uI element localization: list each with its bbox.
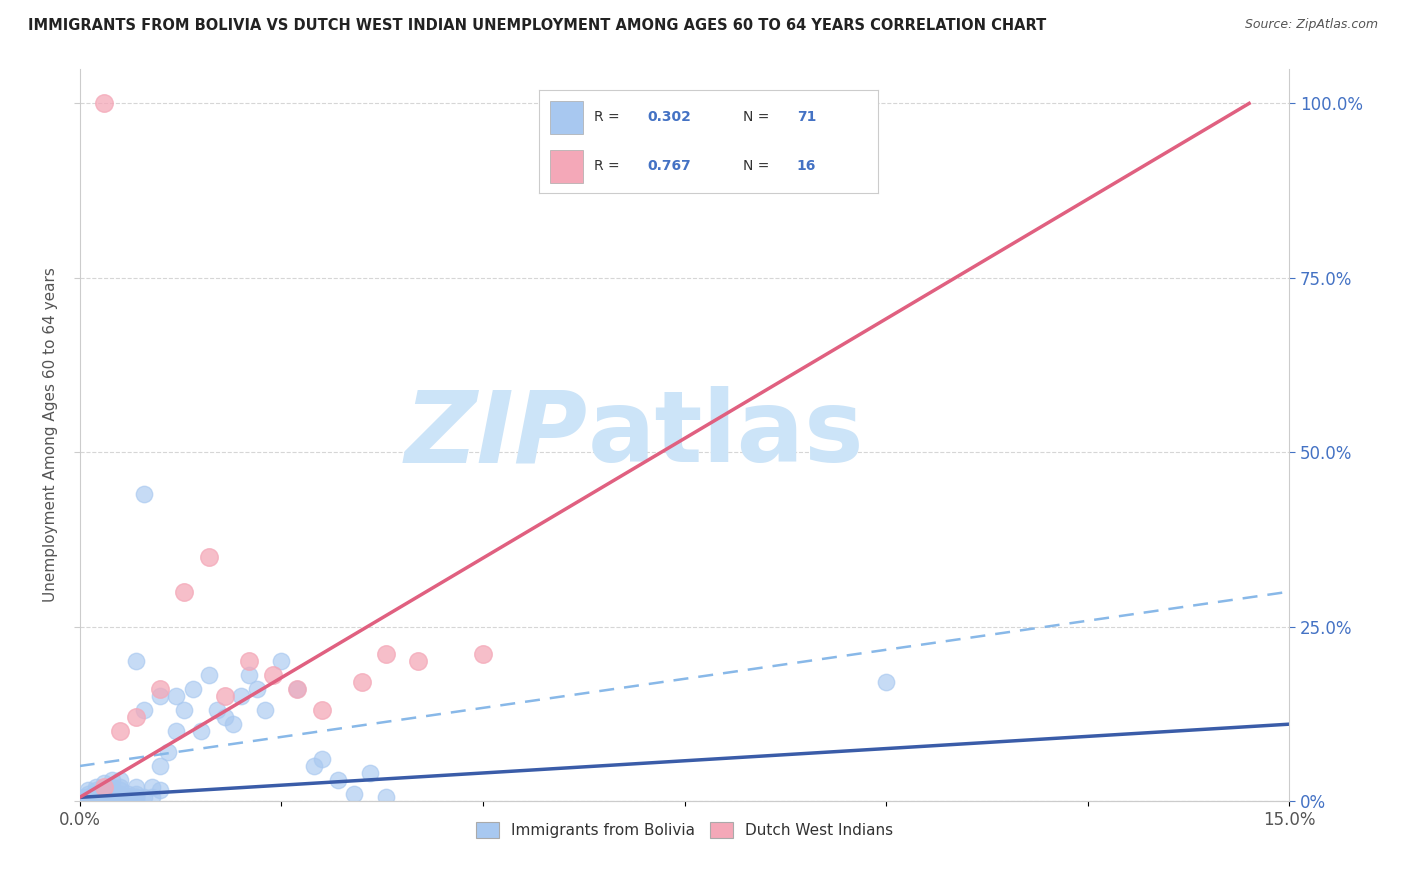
Point [134,703,156,717]
Point [108,780,131,794]
Point [197,549,219,564]
Point [125,787,148,801]
Point [101,772,124,787]
Point [173,584,195,599]
Point [76,783,98,797]
Point [117,790,139,805]
Legend: Immigrants from Bolivia, Dutch West Indians: Immigrants from Bolivia, Dutch West Indi… [470,816,900,845]
Point [108,787,131,801]
Text: ZIP: ZIP [405,386,588,483]
Point [93,780,115,794]
Text: IMMIGRANTS FROM BOLIVIA VS DUTCH WEST INDIAN UNEMPLOYMENT AMONG AGES 60 TO 64 YE: IMMIGRANTS FROM BOLIVIA VS DUTCH WEST IN… [28,18,1046,33]
Point [238,668,260,682]
Point [238,654,260,668]
Point [125,790,148,805]
Point [141,790,163,805]
Point [101,790,124,805]
Point [125,654,148,668]
Point [93,787,115,801]
Point [173,703,195,717]
Point [101,790,124,805]
Point [76,787,98,801]
Point [359,766,381,780]
Point [101,787,124,801]
Point [343,787,366,801]
Point [149,759,172,773]
Point [190,724,212,739]
Point [101,780,124,794]
Point [84,790,107,805]
Point [93,790,115,805]
Point [214,690,236,704]
Point [93,776,115,790]
Point [149,690,172,704]
Point [117,790,139,805]
Point [165,724,187,739]
Point [149,682,172,697]
Point [157,745,180,759]
Point [134,790,156,805]
Point [311,752,333,766]
Point [76,790,98,805]
Point [125,710,148,724]
Point [108,790,131,805]
Point [108,783,131,797]
Point [117,790,139,805]
Point [197,668,219,682]
Point [101,790,124,805]
Point [117,790,139,805]
Point [471,648,494,662]
Point [141,780,163,794]
Point [93,790,115,805]
Point [84,790,107,805]
Point [311,703,333,717]
Point [408,654,430,668]
Point [76,790,98,805]
Point [181,682,204,697]
Point [93,780,115,794]
Point [222,717,245,731]
Point [302,759,325,773]
Point [84,790,107,805]
Point [205,703,228,717]
Point [73,790,96,805]
Point [117,787,139,801]
Point [93,96,115,111]
Point [229,690,252,704]
Point [108,724,131,739]
Point [214,710,236,724]
Point [84,780,107,794]
Point [326,772,349,787]
Point [125,790,148,805]
Point [108,790,131,805]
Point [93,783,115,797]
Point [246,682,269,697]
Point [125,780,148,794]
Point [262,668,284,682]
Point [84,787,107,801]
Y-axis label: Unemployment Among Ages 60 to 64 years: Unemployment Among Ages 60 to 64 years [44,268,58,602]
Point [254,703,277,717]
Point [350,675,373,690]
Point [134,487,156,501]
Point [270,654,292,668]
Point [165,690,187,704]
Point [287,682,309,697]
Text: Source: ZipAtlas.com: Source: ZipAtlas.com [1244,18,1378,31]
Point [149,783,172,797]
Text: atlas: atlas [588,386,865,483]
Point [108,772,131,787]
Point [375,790,398,805]
Point [93,790,115,805]
Point [375,648,398,662]
Point [84,783,107,797]
Point [875,675,897,690]
Point [287,682,309,697]
